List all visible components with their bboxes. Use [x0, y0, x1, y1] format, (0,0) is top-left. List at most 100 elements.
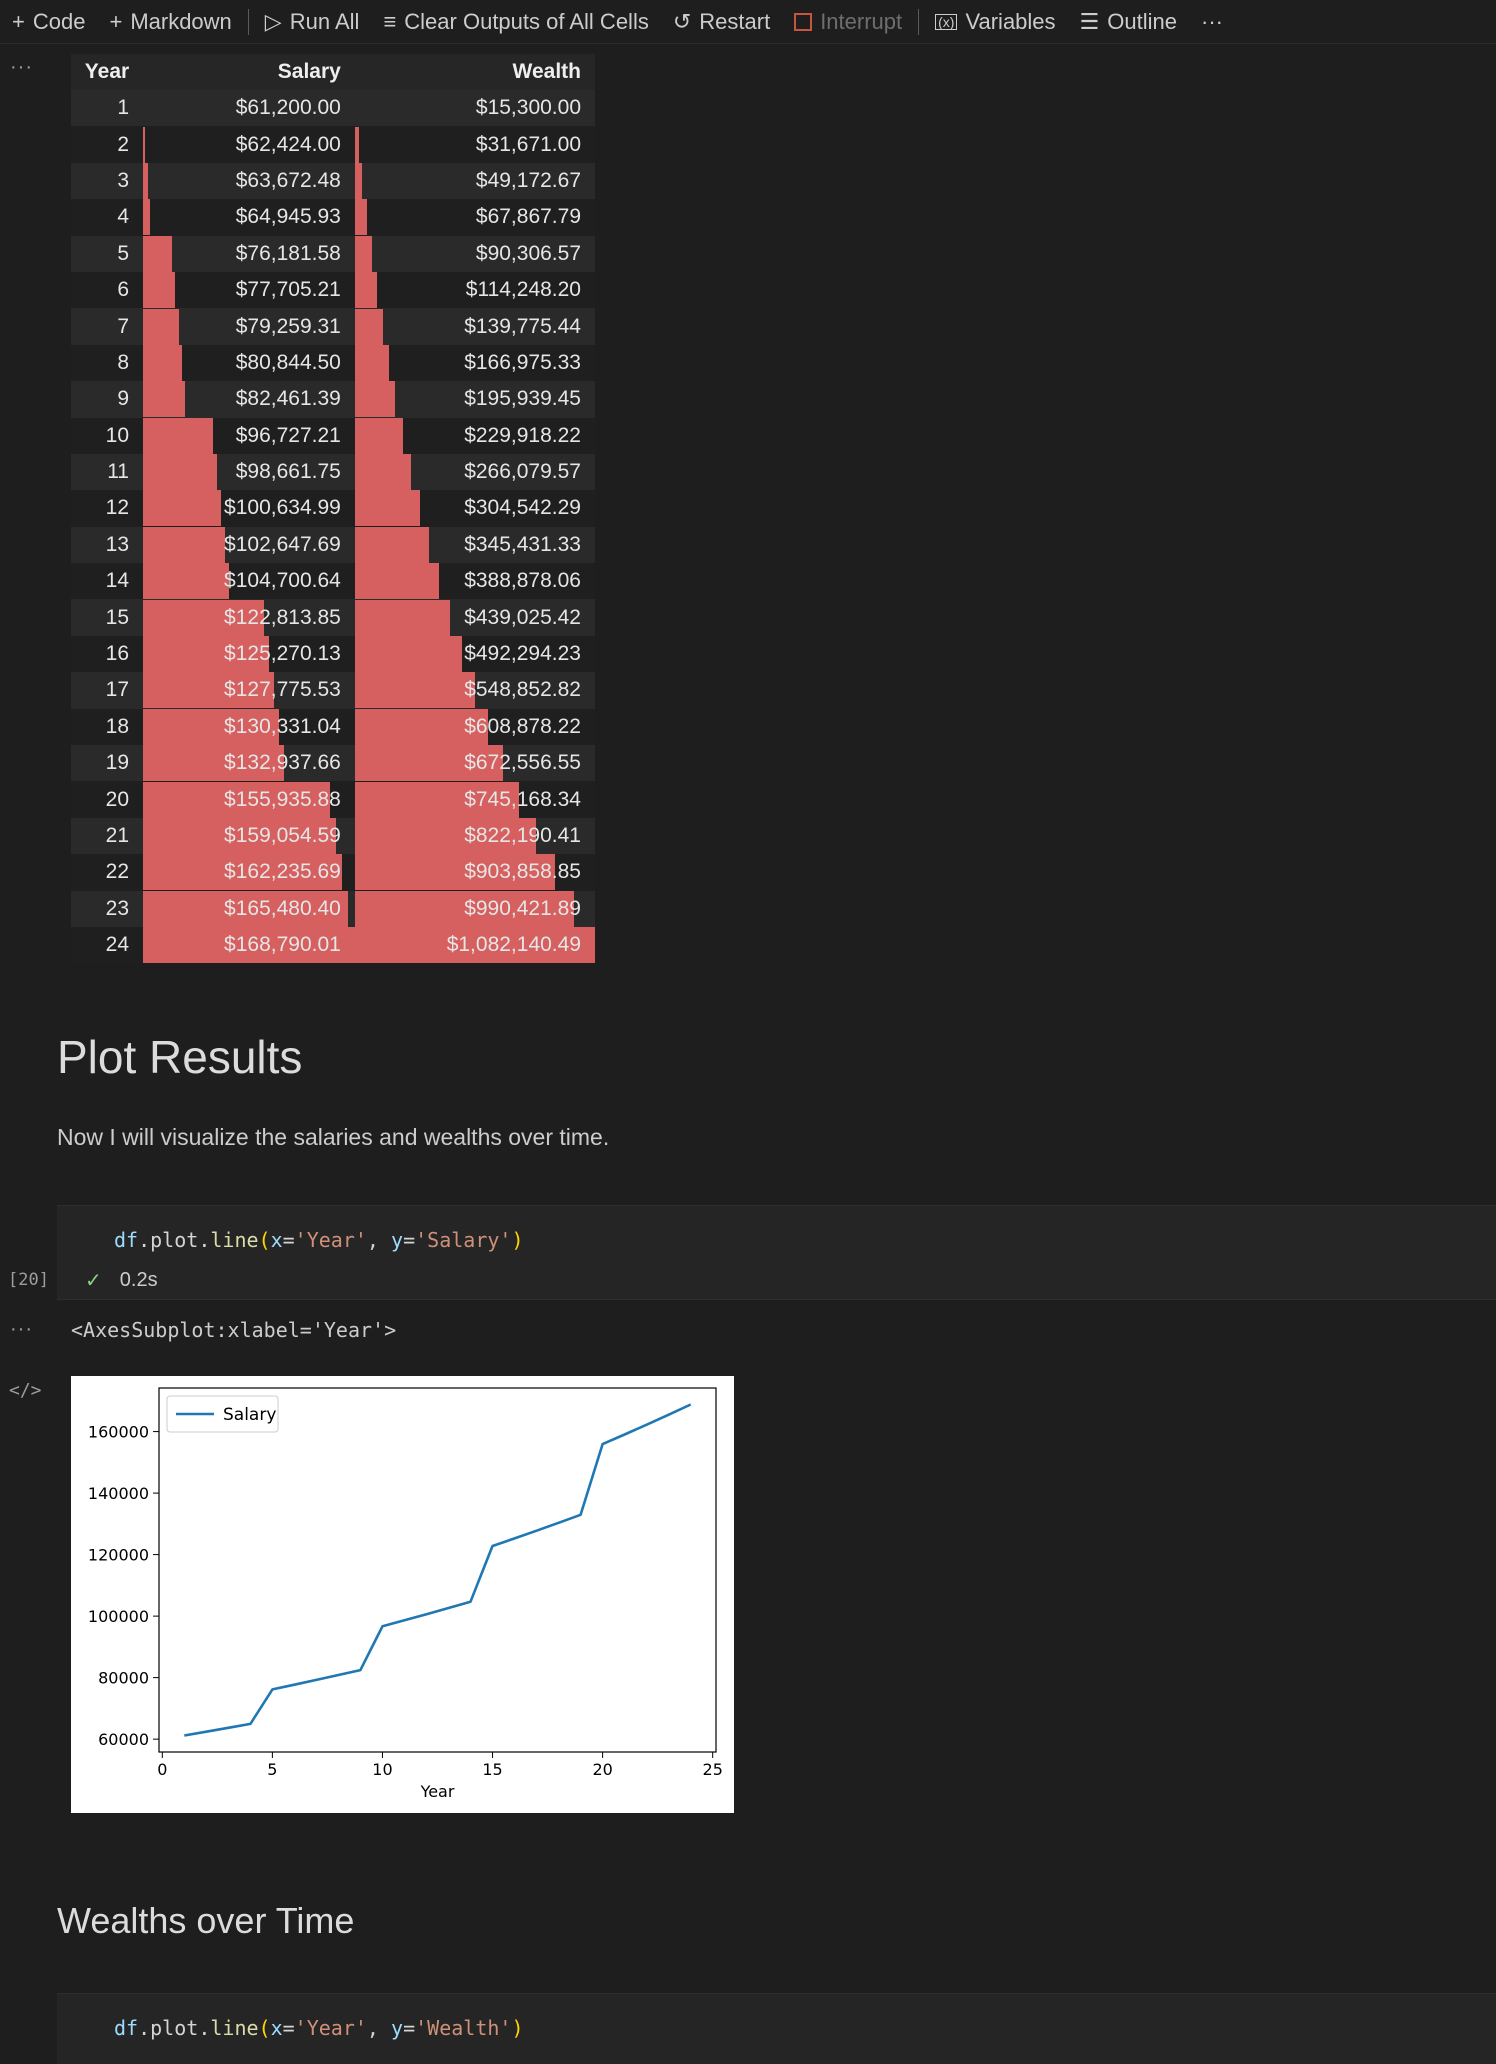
wealth-databar [354, 672, 475, 709]
y-tick-label: 100000 [88, 1607, 149, 1626]
legend-label: Salary [223, 1405, 276, 1425]
outline-button[interactable]: ☰ Outline [1068, 0, 1189, 44]
y-tick-label: 140000 [88, 1484, 149, 1503]
x-tick-label: 5 [267, 1760, 277, 1779]
table-header-row: Year Salary Wealth [71, 54, 595, 90]
html-output-icon[interactable]: </> [9, 1380, 42, 1401]
code-cell[interactable]: df.plot.line(x='Year', y='Wealth') [57, 1993, 1496, 2064]
year-cell: 1 [71, 90, 143, 127]
markdown-heading-wealths: Wealths over Time [57, 1900, 355, 1941]
salary-value: $61,200.00 [235, 96, 341, 120]
salary-cell: $100,634.99 [143, 490, 355, 527]
code-cell[interactable]: df.plot.line(x='Year', y='Salary') ✓ 0.2… [57, 1205, 1496, 1300]
salary-cell: $98,661.75 [143, 453, 355, 491]
wealth-cell: $195,939.45 [354, 381, 595, 418]
wealth-cell: $114,248.20 [354, 271, 595, 309]
salary-databar [143, 308, 179, 345]
table-row: 16 $125,270.13 $492,294.23 [71, 635, 595, 673]
wealth-databar [354, 417, 404, 454]
wealth-databar [354, 272, 378, 309]
interrupt-button[interactable]: Interrupt [782, 0, 914, 44]
salary-databar [143, 490, 221, 527]
axes-frame [158, 1387, 717, 1753]
run-all-button[interactable]: ▷ Run All [253, 0, 372, 44]
notebook-toolbar: + Code + Markdown ▷ Run All ≡ Clear Outp… [0, 0, 1496, 44]
salary-cell: $76,181.58 [143, 235, 355, 272]
wealth-value: $608,878.22 [464, 714, 581, 738]
wealth-databar [354, 490, 420, 527]
code-token: ) [511, 2016, 524, 2040]
wealth-cell: $990,421.89 [354, 890, 595, 927]
salary-cell: $63,672.48 [143, 162, 355, 200]
add-markdown-button[interactable]: + Markdown [97, 0, 243, 44]
clear-outputs-button[interactable]: ≡ Clear Outputs of All Cells [371, 0, 660, 44]
output-menu-icon[interactable]: ··· [10, 56, 33, 78]
restart-button[interactable]: ↺ Restart [661, 0, 782, 44]
variables-button[interactable]: (x) Variables [923, 0, 1067, 44]
wealth-cell: $745,168.34 [354, 781, 595, 818]
code-token: plot [150, 2016, 199, 2040]
salary-cell: $159,054.59 [143, 817, 355, 855]
code-token: , [366, 2016, 392, 2040]
salary-databar [143, 708, 280, 745]
wealth-value: $31,671.00 [475, 132, 581, 156]
salary-value: $79,259.31 [235, 314, 341, 338]
wealth-cell: $49,172.67 [354, 162, 595, 200]
wealth-cell: $266,079.57 [354, 453, 595, 491]
salary-value: $102,647.69 [224, 532, 341, 556]
wealth-value: $229,918.22 [464, 423, 581, 447]
outline-icon: ☰ [1079, 8, 1100, 34]
code-token: ( [258, 2016, 271, 2040]
code-editor-line[interactable]: df.plot.line(x='Year', y='Salary') [57, 1206, 1496, 1262]
output-menu-icon[interactable]: ··· [10, 1318, 33, 1340]
salary-value: $77,705.21 [235, 278, 341, 302]
salary-value: $98,661.75 [235, 460, 341, 484]
salary-cell: $82,461.39 [143, 381, 355, 418]
salary-value: $104,700.64 [224, 569, 341, 593]
code-token: 'Year' [294, 1228, 367, 1252]
wealth-databar [354, 890, 575, 927]
salary-cell: $80,844.50 [143, 344, 355, 382]
wealth-value: $15,300.00 [475, 96, 581, 120]
code-editor-line[interactable]: df.plot.line(x='Year', y='Wealth') [57, 1994, 1496, 2050]
wealth-value: $90,306.57 [475, 241, 581, 265]
salary-value: $62,424.00 [235, 132, 341, 156]
code-token: . [138, 2016, 151, 2040]
table-body: 1 $61,200.00 $15,300.00 2 $62,424.00 $31,671.… [71, 90, 595, 964]
wealth-value: $492,294.23 [464, 642, 581, 666]
add-code-button[interactable]: + Code [0, 0, 97, 44]
salary-databar [143, 381, 185, 418]
salary-cell: $102,647.69 [143, 526, 355, 564]
code-token: y [391, 2016, 404, 2040]
execution-count: [20] [8, 1270, 49, 1290]
table-row: 15 $122,813.85 $439,025.42 [71, 599, 595, 636]
year-cell: 4 [71, 199, 143, 236]
salary-databar [143, 854, 342, 891]
wealth-cell: $90,306.57 [354, 235, 595, 272]
wealth-cell: $345,431.33 [354, 526, 595, 564]
salary-cell: $62,424.00 [143, 126, 355, 163]
salary-value: $155,935.88 [224, 787, 341, 811]
wealth-databar [354, 854, 555, 891]
salary-cell: $79,259.31 [143, 308, 355, 345]
year-cell: 20 [71, 781, 143, 818]
wealth-databar [354, 636, 463, 673]
x-tick-label: 10 [372, 1760, 392, 1779]
stop-icon [794, 12, 813, 31]
year-cell: 16 [71, 635, 143, 673]
plus-icon: + [109, 8, 123, 34]
salary-value: $82,461.39 [235, 387, 341, 411]
legend-box [166, 1395, 279, 1433]
wealth-value: $195,939.45 [464, 387, 581, 411]
table-row: 20 $155,935.88 $745,168.34 [71, 781, 595, 818]
wealth-databar [354, 781, 520, 818]
more-actions-button[interactable]: ··· [1189, 0, 1235, 44]
wealth-databar [354, 708, 489, 745]
table-row: 2 $62,424.00 $31,671.00 [71, 126, 595, 163]
salary-value: $132,937.66 [224, 751, 341, 775]
wealth-value: $1,082,140.49 [446, 933, 581, 957]
salary-databar [143, 126, 146, 163]
x-tick-label: 20 [592, 1760, 612, 1779]
salary-value: $159,054.59 [224, 824, 341, 847]
salary-databar [143, 563, 229, 600]
